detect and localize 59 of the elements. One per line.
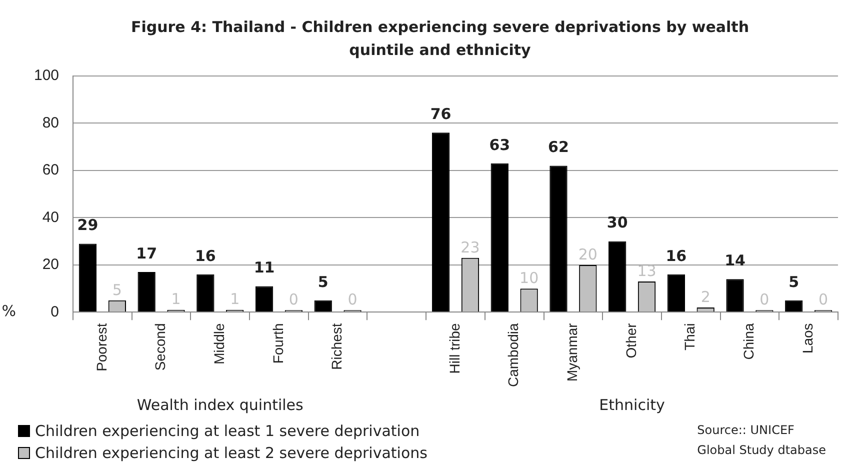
bar (490, 163, 508, 312)
bar (608, 241, 626, 312)
data-label: 0 (760, 290, 770, 309)
data-label: 0 (818, 290, 828, 309)
data-label: 10 (520, 268, 539, 287)
data-label: 5 (788, 272, 800, 291)
x-tick-label: Thai (682, 323, 698, 350)
y-tick-label: 40 (42, 208, 60, 226)
data-label: 76 (430, 105, 452, 124)
legend-label: Children experiencing at least 2 severe deprivations (34, 443, 428, 464)
data-label: 5 (112, 280, 122, 299)
data-label: 62 (548, 138, 569, 156)
data-label: 23 (460, 238, 480, 256)
x-tick-label: Middle (210, 322, 227, 364)
data-label: 11 (254, 258, 275, 277)
bar (667, 274, 686, 312)
bar (255, 286, 274, 312)
data-label: 20 (578, 245, 598, 264)
chart-title: Figure 4: Thailand - Children experiencing severe deprivations by wealth quintile and ethnicity (130, 17, 750, 61)
x-tick-label: Myanmar (564, 322, 580, 382)
text: Wealth index quintiles (136, 396, 304, 414)
bar (138, 272, 156, 312)
bar (550, 166, 568, 312)
data-label: 30 (606, 214, 628, 232)
y-axis-title: % (2, 302, 16, 320)
bar (432, 132, 450, 312)
data-label: 1 (171, 290, 181, 308)
data-label: 14 (724, 252, 746, 270)
legend-label: Children experiencing at least 1 severe deprivation (34, 421, 421, 442)
x-tick-label: Other (622, 322, 639, 358)
source-note: Source:: UNICEF Global Study dtabase (697, 422, 826, 459)
bar (726, 279, 744, 312)
x-tick-label: Fourth (270, 323, 286, 364)
data-label: 13 (637, 262, 656, 280)
bar (78, 244, 97, 312)
y-tick-label: 80 (42, 114, 60, 132)
data-label: 5 (318, 272, 328, 291)
data-label: 2 (700, 288, 710, 306)
data-label: 1 (230, 290, 240, 308)
data-label: 29 (77, 216, 98, 234)
y-tick-label: 20 (42, 256, 60, 274)
data-label: 17 (136, 244, 158, 262)
x-tick-label: Second (152, 323, 168, 371)
x-tick-label: Richest (328, 323, 345, 370)
x-tick-label: Poorest (93, 323, 110, 372)
y-tick-label: 60 (42, 162, 60, 179)
data-label: 63 (489, 136, 510, 154)
data-label: 16 (666, 246, 687, 265)
x-tick-label: Laos (799, 323, 816, 354)
data-label: 0 (348, 290, 358, 309)
bar (196, 274, 214, 312)
x-tick-label: China (740, 322, 757, 360)
x-tick-label: Hill tribe (446, 322, 462, 374)
text: Ethnicity (599, 396, 665, 414)
y-tick-label: 100 (34, 67, 60, 84)
data-label: 16 (194, 246, 216, 265)
data-label: 0 (288, 290, 298, 309)
y-tick-label: 0 (50, 303, 60, 320)
x-tick-label: Cambodia (505, 322, 522, 388)
